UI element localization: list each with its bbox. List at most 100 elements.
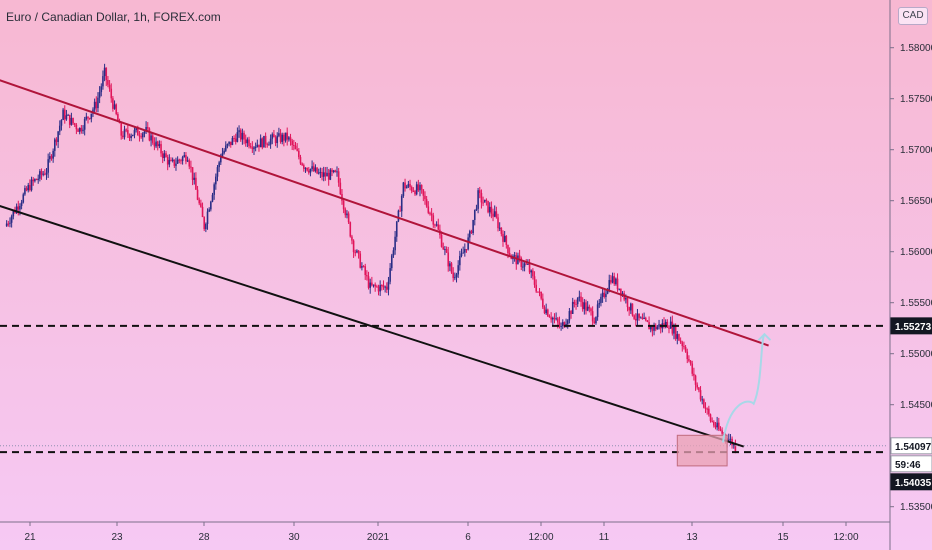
- candle: [616, 273, 619, 292]
- candle: [268, 141, 270, 146]
- candle: [42, 171, 44, 177]
- candle-body: [301, 163, 303, 166]
- candle: [387, 276, 390, 296]
- candle-body: [234, 138, 237, 142]
- candle: [322, 166, 325, 182]
- candle: [258, 144, 260, 152]
- candle: [185, 152, 187, 165]
- candle-body: [477, 190, 479, 209]
- price-tick-label: 1.55000: [900, 349, 932, 360]
- candle-body: [130, 135, 132, 139]
- candle-body: [196, 189, 199, 200]
- candle-body: [651, 326, 654, 331]
- candle: [400, 194, 403, 218]
- candle-body: [334, 170, 337, 172]
- candle: [30, 176, 33, 192]
- candle: [246, 137, 249, 148]
- drawings-layer: [0, 79, 888, 467]
- candle: [585, 299, 587, 315]
- candle-body: [140, 136, 142, 138]
- candle-body: [148, 128, 151, 141]
- candle: [716, 416, 718, 431]
- candle-body: [442, 246, 445, 250]
- candle: [450, 261, 453, 274]
- candle-body: [462, 252, 464, 254]
- candle: [613, 272, 616, 286]
- candle-body: [261, 138, 264, 148]
- candle: [382, 280, 385, 290]
- candle-body: [339, 182, 342, 195]
- candle: [734, 439, 737, 454]
- candle: [298, 148, 300, 160]
- candle: [63, 105, 66, 124]
- candle: [435, 221, 438, 227]
- candle-body: [419, 185, 421, 191]
- currency-badge[interactable]: CAD: [898, 7, 928, 25]
- candle-body: [386, 286, 388, 290]
- candle-body: [515, 255, 518, 265]
- candle-body: [522, 266, 524, 268]
- candle-body: [669, 321, 672, 329]
- candle-body: [691, 363, 694, 374]
- price-tag: 1.54035: [890, 473, 932, 491]
- time-axis[interactable]: 21 23 28 30 2021 6 12:00 11 13 15 12:00: [0, 521, 890, 543]
- candle: [120, 121, 122, 140]
- candle: [269, 134, 272, 149]
- candle: [598, 298, 601, 308]
- candle-body: [400, 195, 403, 212]
- candle-body: [454, 277, 456, 279]
- candle: [140, 133, 142, 139]
- candle-body: [269, 138, 272, 145]
- candle-body: [475, 208, 478, 210]
- candle-body: [585, 302, 587, 311]
- time-tick-label: 28: [198, 532, 210, 543]
- candle-body: [259, 138, 262, 148]
- candle-body: [528, 263, 531, 273]
- candle-body: [288, 137, 290, 140]
- candle-body: [304, 167, 307, 169]
- price-labels: 1.55273 1.54097 59:46 1.54035: [890, 317, 932, 491]
- candle-body: [82, 129, 84, 132]
- candle: [478, 186, 481, 199]
- candle: [24, 185, 26, 196]
- candle-body: [317, 172, 320, 174]
- candle: [498, 222, 501, 231]
- candle-body: [656, 326, 659, 330]
- candle-body: [407, 183, 410, 187]
- candle: [641, 313, 644, 320]
- candle-body: [123, 129, 126, 138]
- candle: [25, 186, 28, 192]
- candle: [581, 297, 584, 312]
- candle: [631, 303, 634, 317]
- candle: [171, 157, 174, 163]
- candle: [361, 262, 363, 271]
- candle-body: [488, 206, 491, 213]
- candle-body: [98, 92, 101, 98]
- candle: [107, 75, 109, 88]
- candle: [377, 284, 380, 296]
- candle: [452, 267, 454, 282]
- candle-body: [223, 150, 225, 154]
- candle: [568, 308, 571, 324]
- candle: [686, 348, 689, 364]
- candle-body: [246, 139, 249, 144]
- candle-body: [556, 318, 559, 323]
- candle: [618, 288, 620, 291]
- candle-body: [35, 179, 38, 181]
- candle: [83, 116, 86, 136]
- candle-body: [641, 317, 644, 320]
- candle-body: [97, 97, 99, 109]
- candle-body: [236, 132, 239, 142]
- chart-title: Euro / Canadian Dollar, 1h, FOREX.com: [6, 10, 221, 24]
- candle-body: [721, 430, 723, 434]
- candle: [254, 142, 257, 152]
- candle: [286, 127, 288, 146]
- candle: [576, 297, 579, 307]
- price-axis[interactable]: 1.58000 1.57500 1.57000 1.56500 1.56000 1.555…: [889, 0, 932, 550]
- candle-body: [307, 170, 310, 173]
- candle-body: [266, 144, 269, 146]
- candle-body: [151, 135, 154, 143]
- candle-body: [37, 178, 39, 180]
- candle: [696, 382, 699, 390]
